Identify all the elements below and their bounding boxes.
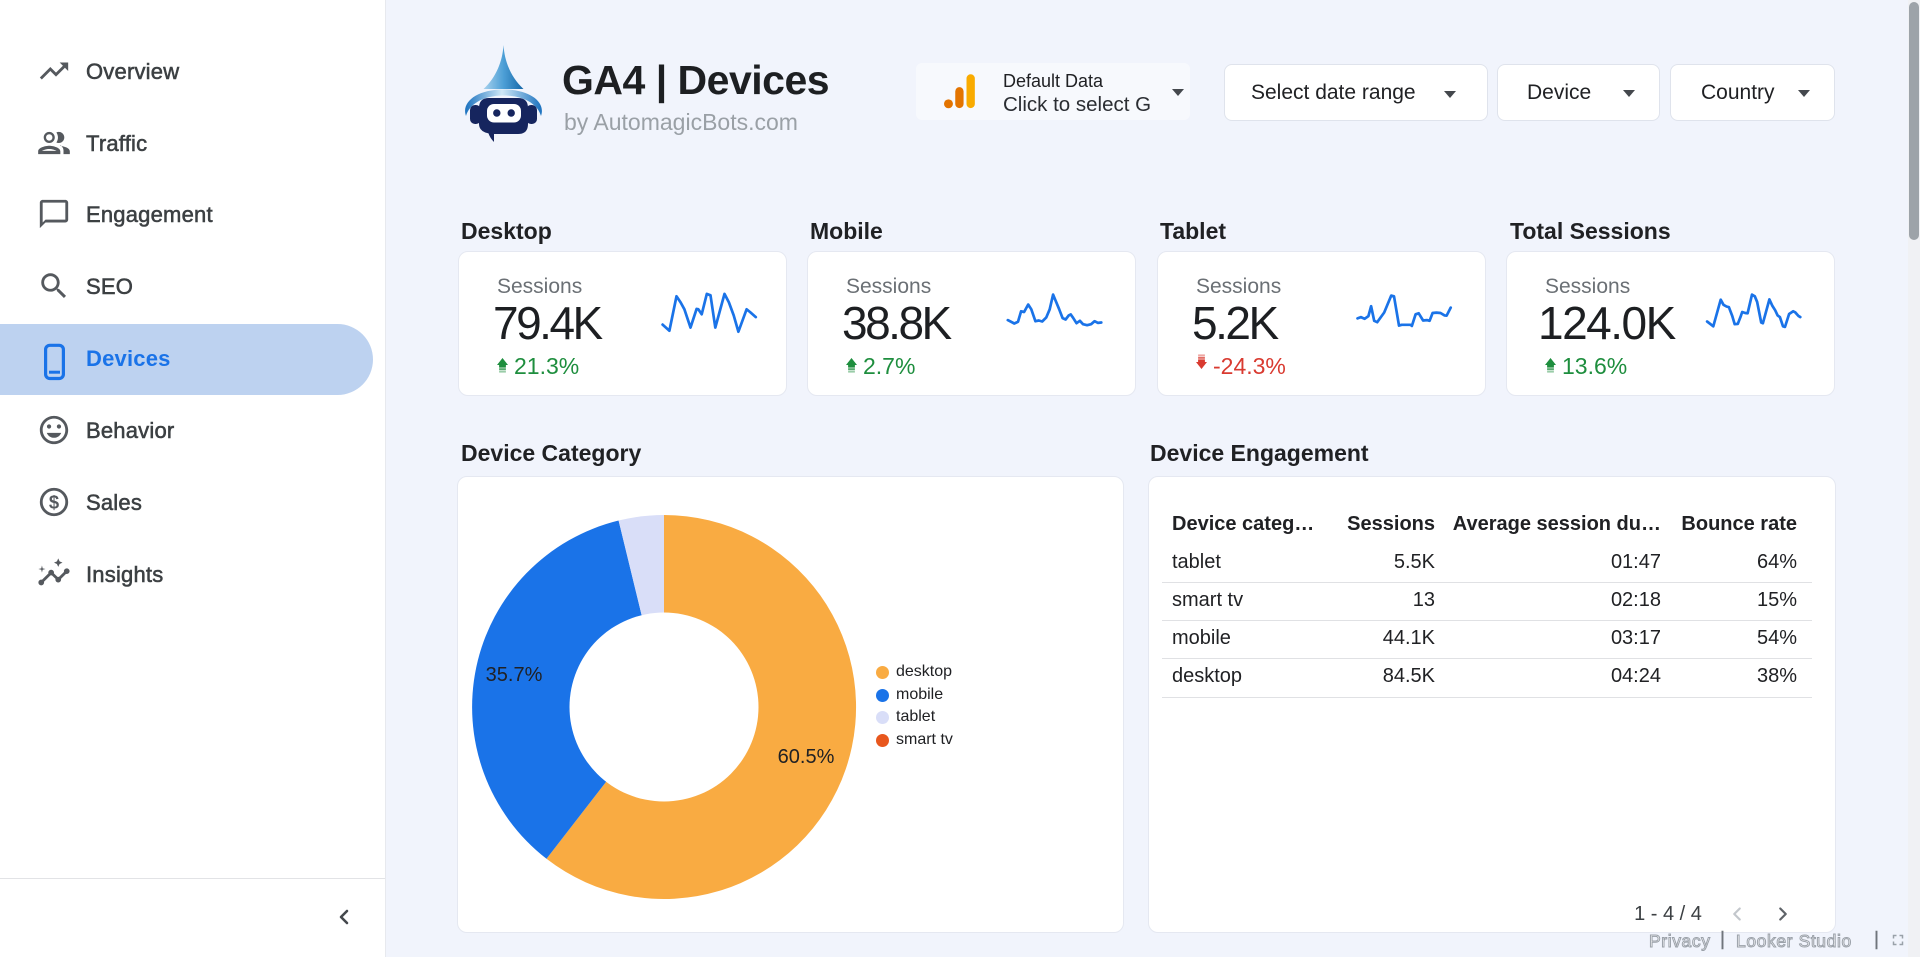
svg-text:$: $ — [49, 491, 59, 512]
